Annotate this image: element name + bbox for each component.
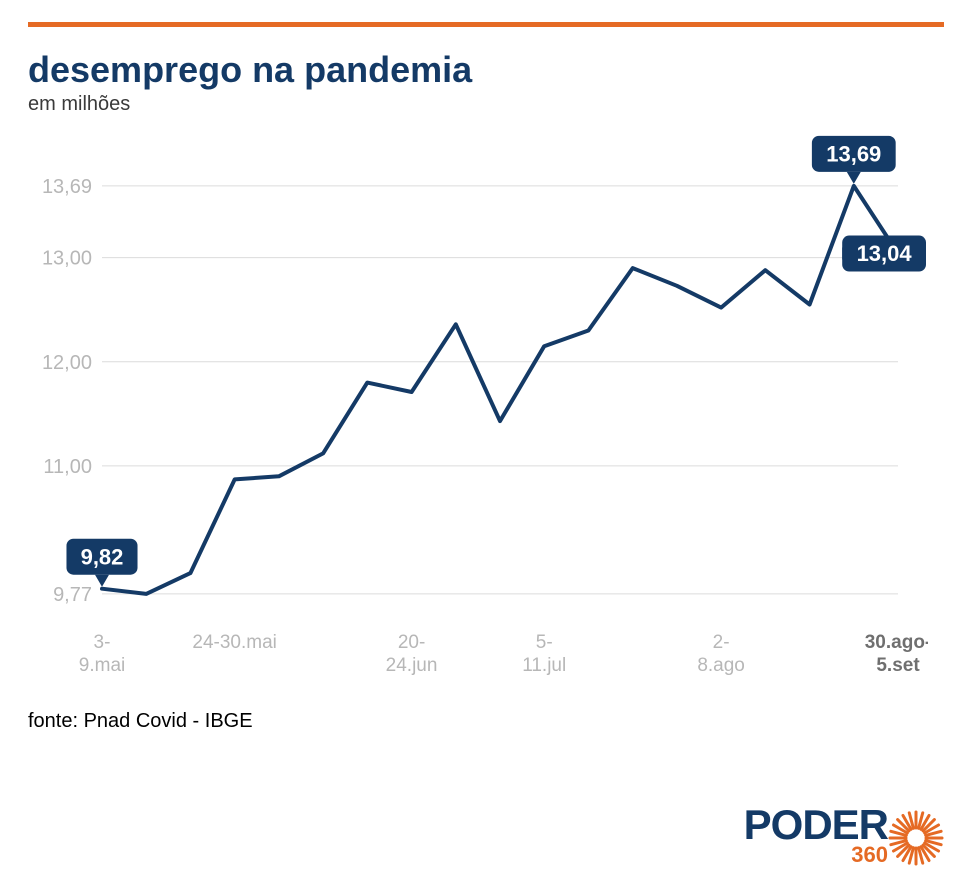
callout-label: 9,82	[81, 544, 124, 569]
x-tick-label: 2-	[713, 632, 730, 653]
source-label: fonte: Pnad Covid - IBGE	[28, 710, 944, 733]
y-tick-label: 9,77	[53, 584, 92, 606]
x-tick-label: 24-30.mai	[192, 632, 277, 653]
x-tick-label: 8.ago	[697, 655, 745, 676]
x-tick-label: 30.ago-	[865, 632, 928, 653]
x-tick-label: 9.mai	[79, 655, 125, 676]
callout-label: 13,69	[826, 142, 881, 167]
x-tick-label: 5.set	[876, 655, 920, 676]
x-tick-label: 24.jun	[386, 655, 438, 676]
y-tick-label: 12,00	[42, 352, 92, 374]
brand-logo: PODER 360	[744, 808, 944, 868]
callout-label: 13,04	[857, 241, 913, 266]
x-tick-label: 11.jul	[522, 655, 566, 676]
chart-card: desemprego na pandemia em milhões 9,77 11…	[0, 0, 972, 886]
x-tick-label: 3-	[94, 632, 111, 653]
x-tick-label: 20-	[398, 632, 425, 653]
line-chart: 9,77 11,00 12,00 13,00 13,69 3-9.mai 24-30.mai…	[28, 126, 928, 696]
y-tick-label: 13,69	[42, 176, 92, 198]
chart-area: 9,77 11,00 12,00 13,00 13,69 3-9.mai 24-30.mai…	[28, 126, 944, 696]
top-border	[28, 22, 944, 27]
chart-title: desemprego na pandemia	[28, 49, 944, 91]
sun-icon	[888, 810, 944, 866]
x-tick-label: 5-	[536, 632, 553, 653]
logo-text: PODER	[744, 801, 888, 848]
y-tick-label: 13,00	[42, 248, 92, 270]
y-tick-label: 11,00	[43, 456, 92, 478]
chart-subtitle: em milhões	[28, 93, 944, 116]
